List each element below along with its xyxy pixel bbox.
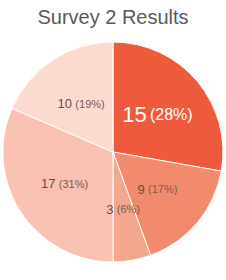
svg-text:17: 17 — [41, 176, 55, 191]
svg-text:(17%): (17%) — [148, 183, 177, 195]
svg-text:(31%): (31%) — [59, 178, 88, 190]
svg-text:10: 10 — [58, 96, 72, 111]
svg-text:(6%): (6%) — [117, 203, 140, 215]
svg-text:15: 15 — [122, 102, 146, 127]
svg-text:Survey 2 Results: Survey 2 Results — [37, 6, 188, 28]
svg-text:(19%): (19%) — [75, 98, 104, 110]
svg-text:(28%): (28%) — [150, 106, 193, 123]
svg-text:9: 9 — [137, 182, 144, 197]
svg-text:3: 3 — [106, 202, 113, 217]
